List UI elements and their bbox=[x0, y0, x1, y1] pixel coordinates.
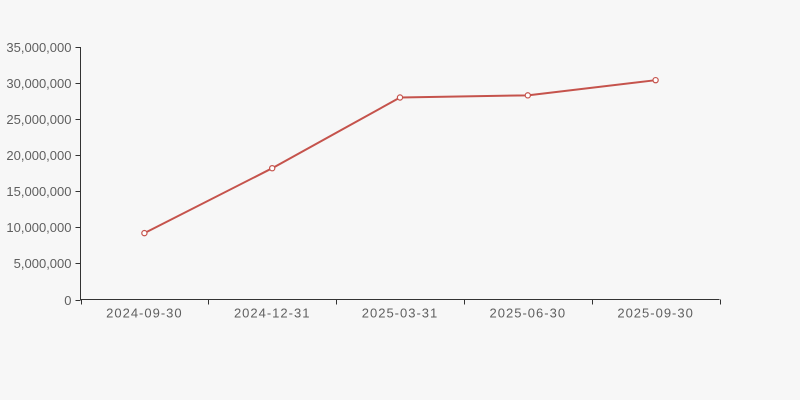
data-point-marker[interactable] bbox=[524, 92, 532, 99]
y-tick-label: 15,000,000 bbox=[6, 184, 71, 199]
data-point-marker[interactable] bbox=[141, 229, 148, 237]
x-tick-label: 2025-03-31 bbox=[362, 306, 439, 321]
data-point-marker[interactable] bbox=[396, 94, 404, 101]
y-tick-label: 5,000,000 bbox=[14, 256, 72, 271]
x-tick-label: 2025-06-30 bbox=[490, 306, 567, 321]
x-tick-label: 2024-12-31 bbox=[234, 306, 311, 321]
y-tick-label: 20,000,000 bbox=[6, 148, 71, 163]
y-tick-label: 25,000,000 bbox=[6, 112, 71, 127]
y-tick-label: 0 bbox=[64, 293, 71, 308]
x-tick-label: 2024-09-30 bbox=[106, 306, 183, 321]
data-point-marker[interactable] bbox=[652, 76, 659, 84]
y-tick-label: 30,000,000 bbox=[6, 76, 71, 91]
y-tick-label: 10,000,000 bbox=[6, 220, 71, 235]
data-point-marker[interactable] bbox=[269, 164, 276, 172]
x-tick-label: 2025-09-30 bbox=[617, 306, 694, 321]
y-tick-label: 35,000,000 bbox=[6, 40, 71, 55]
